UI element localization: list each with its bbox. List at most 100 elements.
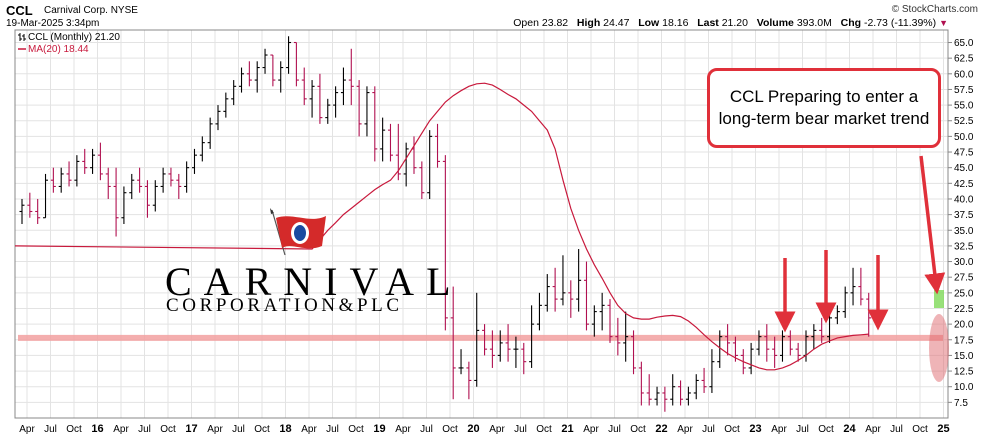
chart-date: 19-Mar-2025 3:34pm [6,18,100,29]
ohlc-bar [607,299,613,343]
ohlc-bar [638,361,644,406]
ohlc-bar [270,54,276,87]
ohlc-bar [662,386,668,412]
y-axis: 7.5 10.0 12.5 15.0 17.5 20.0 22.5 25.0 27.5 30.0 3… [948,38,974,409]
ohlc-bar [168,167,174,187]
x-tick-label: Jul [514,424,527,435]
ohlc-bar [756,330,762,356]
x-tick-label: Oct [66,424,82,435]
x-tick-label: Oct [630,424,646,435]
ohlc-bar [184,161,190,193]
ohlc-bar [772,336,778,368]
ohlc-bar [866,292,872,337]
x-tick-label: Oct [912,424,928,435]
annotation-arrows [774,155,946,333]
y-tick-label: 52.5 [954,116,974,127]
ohlc-bar [333,86,339,118]
ohlc-bar [129,173,135,199]
y-tick-label: 37.5 [954,210,974,221]
ohlc-bar [317,73,323,124]
ohlc-bar [811,324,817,350]
ticker-symbol: CCL [6,3,33,18]
ohlc-bar [591,305,597,337]
ohlc-bar [301,67,307,106]
ohlc-bar [27,192,33,218]
ohlc-bar [35,198,41,224]
y-tick-label: 50.0 [954,132,974,143]
last-value: 21.20 [721,17,748,29]
x-tick-label: Jul [44,424,57,435]
ohlc-bar [513,336,519,368]
x-axis: Apr Jul Oct 16 Apr Jul Oct 17 Apr Jul Oct 18 Apr Jul O… [19,423,949,435]
ohlc-bar [286,36,292,74]
ohlc-bar [82,148,88,174]
highlight-ellipse [929,314,949,382]
x-tick-label: Oct [536,424,552,435]
ohlc-bar [403,142,409,187]
x-tick-label: Jul [890,424,903,435]
x-tick-label: 21 [561,423,573,435]
annotation-callout: CCL Preparing to enter a long-term bear … [707,68,941,148]
high-value: 24.47 [603,17,630,29]
y-tick-label: 65.0 [954,38,974,49]
x-tick-label: Jul [232,424,245,435]
ohlc-bar [254,61,260,93]
ohlc-readout: Open 23.82 High 24.47 Low 18.16 Last 21.… [513,17,948,29]
last-label: Last [697,17,719,29]
low-label: Low [638,17,660,29]
ohlc-bar [121,186,127,224]
x-tick-label: Jul [796,424,809,435]
chg-label: Chg [840,17,862,29]
x-tick-label: Apr [395,424,411,435]
ohlc-bar [685,386,691,406]
x-tick-label: Jul [138,424,151,435]
ohlc-bar [348,48,354,106]
x-tick-label: Oct [442,424,458,435]
ohlc-bar [278,61,284,93]
x-tick-label: Jul [326,424,339,435]
ohlc-bar [701,367,707,393]
x-tick-label: Apr [771,424,787,435]
y-tick-label: 32.5 [954,241,974,252]
y-tick-label: 20.0 [954,320,974,331]
down-triangle-icon: ▼ [939,18,948,28]
ohlc-bar [615,317,621,356]
x-tick-label: Oct [160,424,176,435]
ohlc-bar [623,311,629,362]
y-tick-label: 25.0 [954,288,974,299]
x-tick-label: Jul [420,424,433,435]
ohlc-bar [105,167,111,199]
ohlc-bar [137,167,143,193]
x-tick-label: Oct [348,424,364,435]
plot-frame [14,29,949,419]
ohlc-bar [505,324,511,362]
x-tick-label: Jul [702,424,715,435]
ohlc-bar [372,86,378,162]
ohlc-bar [427,130,433,199]
ohlc-bar [529,305,535,368]
x-tick-label: 23 [749,423,761,435]
ohlc-bar [544,274,550,312]
ohlc-bar [113,167,119,237]
ohlc-bar [654,386,660,406]
ohlc-bar [231,80,237,106]
x-tick-label: 17 [185,423,197,435]
ohlc-bar [764,324,770,362]
ohlc-bar [90,148,96,174]
x-tick-label: 20 [467,423,479,435]
carnival-flag-icon [270,208,326,256]
x-tick-label: Apr [113,424,129,435]
ohlc-bar [160,167,166,193]
legend-series: CCL (Monthly) 21.20 [28,32,120,43]
y-tick-label: 40.0 [954,194,974,205]
ohlc-bar [309,80,315,118]
ohlc-bar [199,136,205,162]
ohlc-bar [850,267,856,306]
y-tick-label: 42.5 [954,179,974,190]
chg-value: -2.73 (-11.39%) [863,17,937,29]
x-tick-label: Jul [608,424,621,435]
ohlc-bar [191,148,197,174]
ohlc-bar [387,123,393,162]
ohlc-bar [380,117,386,162]
